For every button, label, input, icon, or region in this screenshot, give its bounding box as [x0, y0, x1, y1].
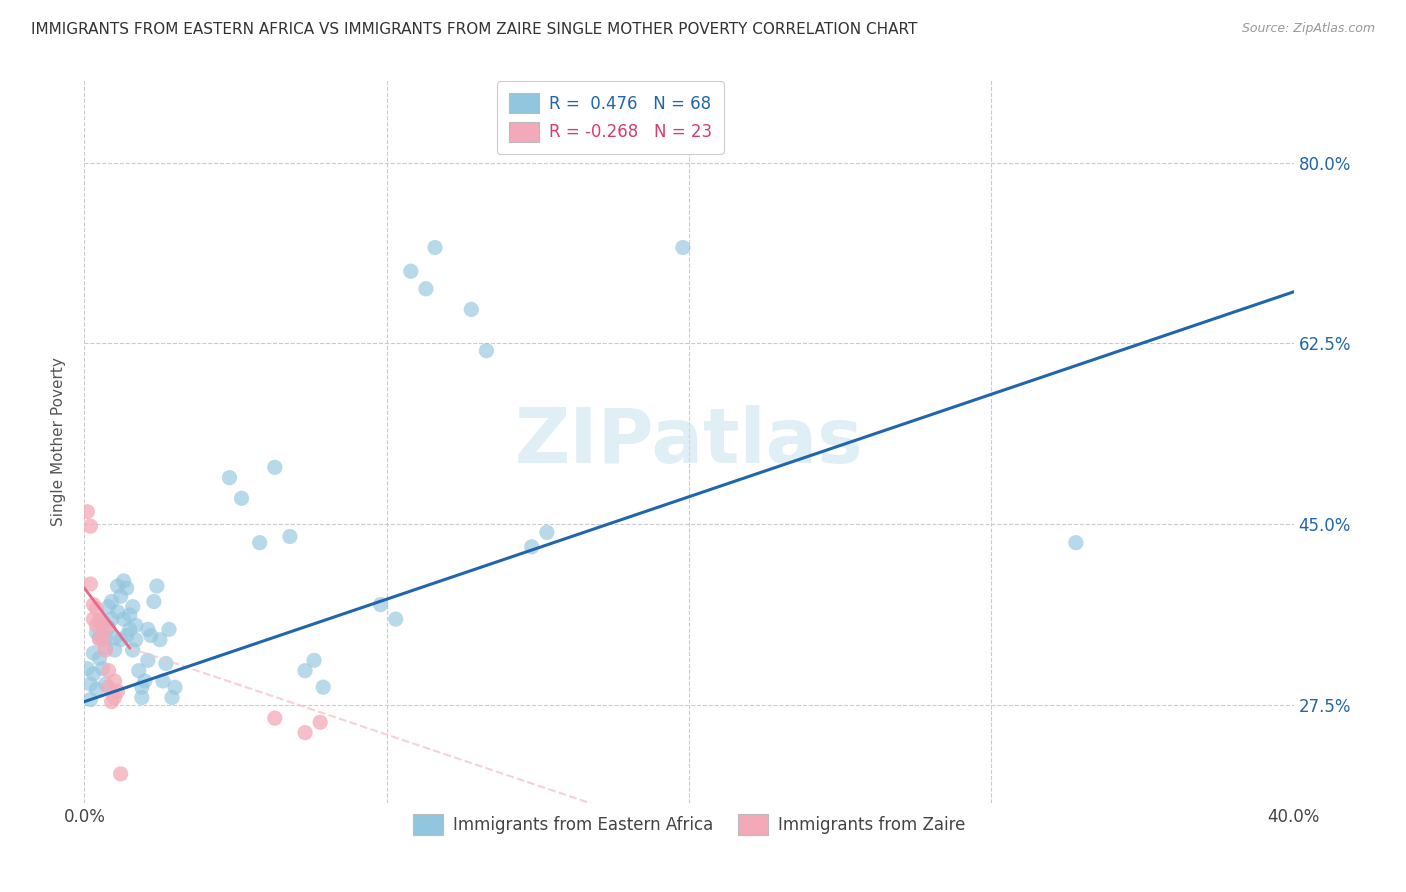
- Point: [118, 607, 141, 622]
- Point: [104, 643, 127, 657]
- Point: [125, 632, 148, 647]
- Point: [79, 577, 101, 591]
- Point: [89, 631, 111, 645]
- Point: [263, 460, 285, 475]
- Point: [249, 535, 271, 549]
- Point: [121, 599, 143, 614]
- Point: [82, 646, 104, 660]
- Point: [94, 643, 117, 657]
- Text: IMMIGRANTS FROM EASTERN AFRICA VS IMMIGRANTS FROM ZAIRE SINGLE MOTHER POVERTY CO: IMMIGRANTS FROM EASTERN AFRICA VS IMMIGR…: [31, 22, 917, 37]
- Point: [89, 651, 111, 665]
- Point: [520, 540, 543, 554]
- Point: [218, 470, 240, 484]
- Point: [460, 302, 482, 317]
- Point: [89, 613, 111, 627]
- Point: [231, 491, 253, 506]
- Point: [536, 525, 558, 540]
- Point: [136, 623, 159, 637]
- Point: [110, 632, 132, 647]
- Point: [263, 711, 285, 725]
- Point: [157, 623, 180, 637]
- Y-axis label: Single Mother Poverty: Single Mother Poverty: [51, 357, 66, 526]
- Point: [118, 623, 141, 637]
- Point: [79, 677, 101, 691]
- Point: [79, 519, 101, 533]
- Point: [110, 767, 132, 781]
- Point: [97, 620, 120, 634]
- Point: [86, 625, 108, 640]
- Legend: Immigrants from Eastern Africa, Immigrants from Zaire: Immigrants from Eastern Africa, Immigran…: [406, 808, 972, 841]
- Point: [86, 601, 108, 615]
- Point: [121, 643, 143, 657]
- Point: [79, 692, 101, 706]
- Point: [97, 599, 120, 614]
- Point: [309, 715, 332, 730]
- Point: [94, 631, 117, 645]
- Point: [146, 579, 169, 593]
- Point: [302, 653, 325, 667]
- Point: [91, 632, 114, 647]
- Point: [104, 673, 127, 688]
- Point: [278, 529, 301, 543]
- Point: [131, 680, 153, 694]
- Point: [100, 695, 122, 709]
- Point: [1064, 535, 1087, 549]
- Point: [76, 505, 98, 519]
- Point: [370, 598, 392, 612]
- Point: [115, 581, 138, 595]
- Point: [107, 605, 129, 619]
- Text: Source: ZipAtlas.com: Source: ZipAtlas.com: [1241, 22, 1375, 36]
- Point: [94, 640, 117, 655]
- Point: [112, 574, 135, 588]
- Point: [100, 612, 122, 626]
- Text: ZIPatlas: ZIPatlas: [515, 405, 863, 478]
- Point: [294, 725, 316, 739]
- Point: [294, 664, 316, 678]
- Point: [110, 590, 132, 604]
- Point: [91, 615, 114, 630]
- Point: [149, 632, 172, 647]
- Point: [155, 657, 177, 671]
- Point: [312, 680, 335, 694]
- Point: [104, 690, 127, 705]
- Point: [104, 631, 127, 645]
- Point: [100, 594, 122, 608]
- Point: [76, 662, 98, 676]
- Point: [86, 618, 108, 632]
- Point: [423, 240, 446, 254]
- Point: [131, 690, 153, 705]
- Point: [86, 682, 108, 697]
- Point: [125, 618, 148, 632]
- Point: [134, 673, 156, 688]
- Point: [399, 264, 422, 278]
- Point: [107, 684, 129, 698]
- Point: [82, 612, 104, 626]
- Point: [475, 343, 498, 358]
- Point: [415, 282, 437, 296]
- Point: [94, 623, 117, 637]
- Point: [91, 662, 114, 676]
- Point: [94, 677, 117, 691]
- Point: [384, 612, 406, 626]
- Point: [139, 629, 162, 643]
- Point: [160, 690, 183, 705]
- Point: [136, 653, 159, 667]
- Point: [165, 680, 187, 694]
- Point: [82, 598, 104, 612]
- Point: [112, 612, 135, 626]
- Point: [128, 664, 150, 678]
- Point: [107, 579, 129, 593]
- Point: [91, 618, 114, 632]
- Point: [82, 666, 104, 681]
- Point: [97, 664, 120, 678]
- Point: [152, 673, 174, 688]
- Point: [97, 680, 120, 694]
- Point: [142, 594, 165, 608]
- Point: [672, 240, 695, 254]
- Point: [115, 629, 138, 643]
- Point: [89, 632, 111, 647]
